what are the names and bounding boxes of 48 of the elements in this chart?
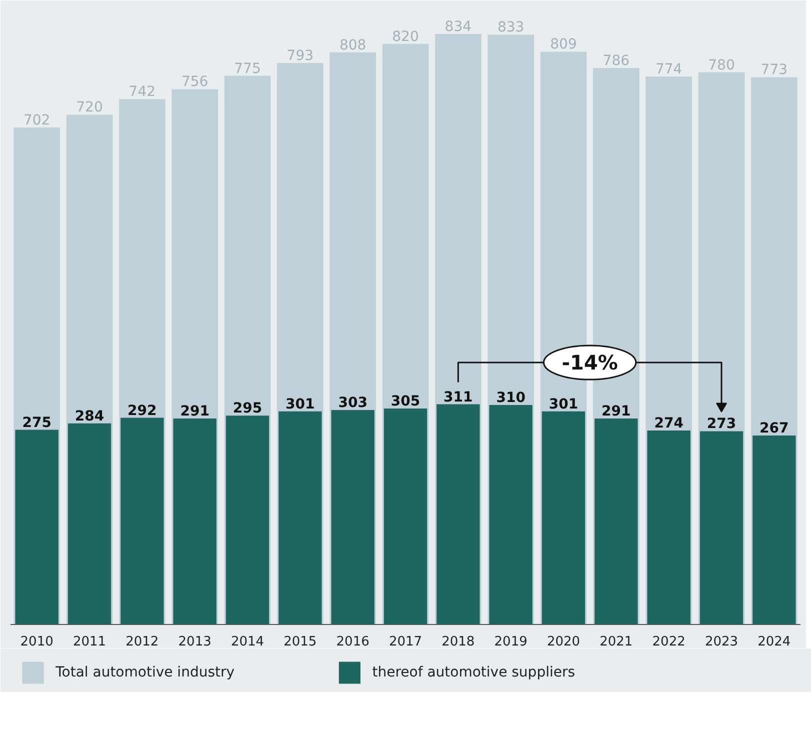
- x-tick-label: 2016: [336, 634, 370, 650]
- data-label: 295: [232, 400, 262, 417]
- data-label: 301: [286, 396, 315, 412]
- data-label: 720: [76, 100, 103, 116]
- data-label: 793: [286, 48, 314, 64]
- data-label: 291: [180, 403, 210, 420]
- data-label: 301: [548, 396, 578, 412]
- x-tick-label: 2023: [704, 634, 738, 650]
- data-label: 774: [655, 62, 682, 78]
- data-label: 273: [706, 416, 736, 432]
- x-tick-label: 2022: [652, 634, 686, 650]
- annotation: -14%: [562, 350, 618, 374]
- x-tick-label: 2021: [600, 634, 633, 650]
- data-label: 809: [550, 36, 577, 53]
- x-tick-label: 2017: [388, 634, 422, 650]
- data-label: 267: [760, 420, 789, 436]
- x-tick-label: 2011: [72, 634, 106, 650]
- x-tick-label: 2010: [20, 634, 54, 650]
- x-tick-label: 2015: [284, 634, 317, 650]
- data-label: 780: [708, 57, 735, 74]
- data-label: 275: [22, 414, 52, 431]
- x-tick-label: 2018: [442, 634, 475, 650]
- x-tick-label: 2020: [546, 634, 580, 650]
- data-label: 702: [23, 112, 50, 128]
- x-tick-label: 2013: [178, 634, 212, 650]
- data-label: 292: [128, 402, 157, 419]
- data-label: 303: [338, 394, 368, 411]
- data-label: 834: [444, 19, 472, 36]
- data-label: 311: [444, 389, 473, 406]
- data-label: 773: [760, 62, 788, 78]
- data-label: 820: [392, 28, 419, 45]
- data-label: 756: [181, 74, 208, 90]
- data-label: 305: [390, 394, 420, 410]
- x-tick-label: 2024: [758, 634, 791, 650]
- legend-label: thereof automotive suppliers: [372, 664, 576, 681]
- data-label: 786: [602, 53, 630, 70]
- data-label: 310: [496, 390, 526, 406]
- data-label: 742: [128, 84, 156, 100]
- data-label: 284: [74, 408, 104, 424]
- data-label: 833: [497, 20, 524, 36]
- data-label: 808: [339, 37, 366, 54]
- data-label: 291: [602, 403, 631, 420]
- x-tick-label: 2014: [230, 634, 264, 650]
- data-label: 274: [654, 416, 684, 432]
- legend-label: Total automotive industry: [54, 664, 235, 681]
- x-tick-label: 2019: [494, 634, 528, 650]
- data-label: 775: [234, 60, 261, 77]
- x-tick-label: 2012: [126, 634, 159, 650]
